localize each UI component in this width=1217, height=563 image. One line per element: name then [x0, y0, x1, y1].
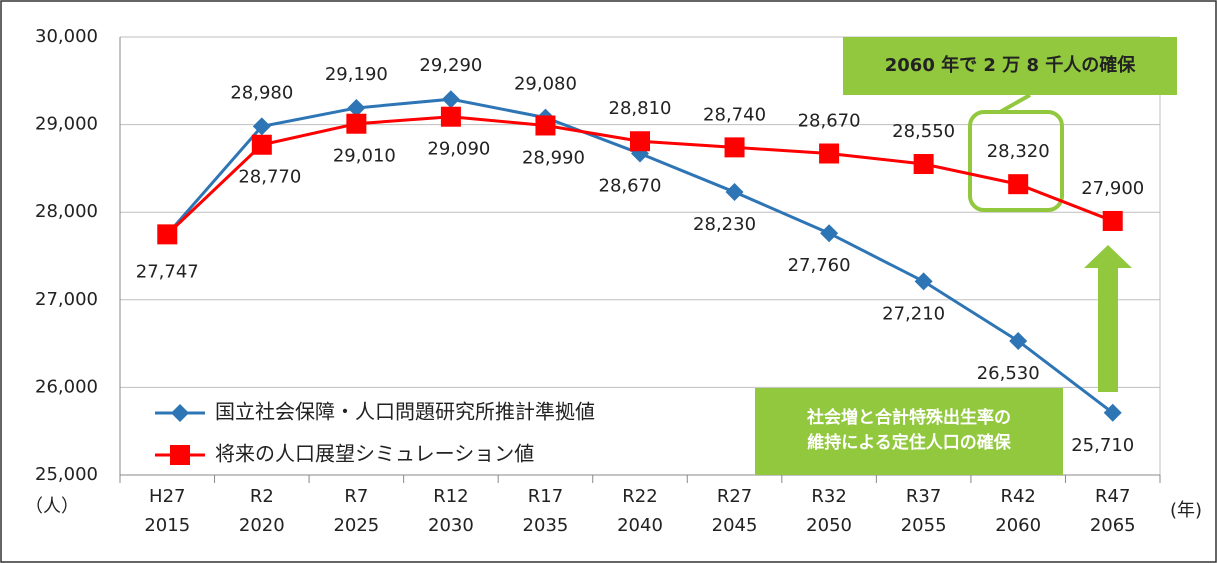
data-label: 29,010	[333, 146, 396, 167]
x-tick-label: R42	[1000, 486, 1035, 507]
x-tick-label: 2055	[901, 515, 947, 536]
data-label: 27,900	[1081, 178, 1144, 199]
legend-label: 国立社会保障・人口問題研究所推計準拠値	[215, 400, 595, 424]
arrow	[1084, 245, 1132, 392]
data-label: 29,190	[325, 64, 388, 85]
y-tick-label: 29,000	[35, 114, 98, 135]
x-tick-label: R27	[717, 486, 752, 507]
annotation-box	[843, 37, 1177, 95]
marker	[725, 183, 744, 202]
x-tick-label: 2060	[995, 515, 1041, 536]
x-tick-label: R37	[906, 486, 941, 507]
x-tick-label: 2040	[617, 515, 663, 536]
data-label: 28,550	[892, 121, 955, 142]
y-tick-label: 25,000	[35, 464, 98, 485]
marker	[440, 106, 461, 127]
marker	[251, 134, 272, 155]
annotation: 社会増と合計特殊出生率の	[806, 407, 1011, 428]
x-tick-label: 2015	[144, 515, 190, 536]
marker	[914, 272, 933, 291]
data-label: 28,230	[693, 214, 756, 235]
x-tick-label: H27	[149, 486, 185, 507]
x-unit: (年)	[1170, 500, 1202, 521]
y-tick-label: 26,000	[35, 376, 98, 397]
data-label: 28,320	[987, 141, 1050, 162]
x-tick-label: 2050	[806, 515, 852, 536]
data-label: 27,760	[788, 255, 851, 276]
marker	[1008, 174, 1029, 195]
marker	[724, 137, 745, 158]
data-label: 28,810	[609, 98, 672, 119]
y-unit: （人）	[25, 496, 79, 517]
x-tick-label: 2030	[428, 515, 474, 536]
x-tick-label: R17	[528, 486, 563, 507]
data-label: 26,530	[977, 363, 1040, 384]
data-label: 28,670	[599, 176, 662, 197]
x-tick-label: 2035	[523, 515, 569, 536]
x-tick-label: R2	[250, 486, 274, 507]
y-tick-label: 27,000	[35, 289, 98, 310]
data-label: 28,770	[238, 167, 301, 188]
data-label: 25,710	[1071, 435, 1134, 456]
callout	[999, 93, 1031, 114]
marker	[157, 224, 178, 245]
marker	[819, 143, 840, 164]
marker	[1102, 210, 1123, 231]
highlight	[968, 110, 1064, 212]
marker	[820, 224, 839, 243]
marker	[913, 154, 934, 175]
data-label: 27,210	[882, 303, 945, 324]
y-tick-label: 30,000	[35, 26, 98, 47]
data-label: 28,990	[522, 147, 585, 168]
marker	[347, 98, 366, 117]
marker	[441, 90, 460, 109]
annotation: 維持による定住人口の確保	[807, 432, 1011, 453]
x-tick-label: R32	[811, 486, 846, 507]
annotation: 2060 年で 2 万 8 千人の確保	[885, 54, 1136, 76]
data-label: 29,080	[514, 74, 577, 95]
marker	[1009, 331, 1028, 350]
data-label: 28,980	[230, 82, 293, 103]
x-tick-label: 2065	[1090, 515, 1136, 536]
data-label: 29,090	[427, 139, 490, 160]
marker	[535, 115, 556, 136]
marker	[1103, 403, 1122, 422]
marker	[630, 131, 650, 152]
x-tick-label: R7	[344, 486, 368, 507]
marker	[170, 445, 190, 465]
data-label: 28,740	[703, 104, 766, 125]
marker	[171, 404, 189, 422]
legend-label: 将来の人口展望シミュレーション値	[215, 442, 534, 466]
x-tick-label: 2025	[333, 515, 379, 536]
annotation-box	[755, 388, 1063, 475]
data-label: 29,290	[419, 55, 482, 76]
marker	[252, 117, 271, 136]
x-tick-label: R12	[433, 486, 468, 507]
x-tick-label: 2020	[239, 515, 285, 536]
x-tick-label: R22	[622, 486, 657, 507]
y-tick-label: 28,000	[35, 201, 98, 222]
data-label: 28,670	[798, 111, 861, 132]
x-tick-label: 2045	[712, 515, 758, 536]
marker	[346, 113, 367, 134]
data-label: 27,747	[136, 261, 199, 282]
x-tick-label: R47	[1095, 486, 1130, 507]
